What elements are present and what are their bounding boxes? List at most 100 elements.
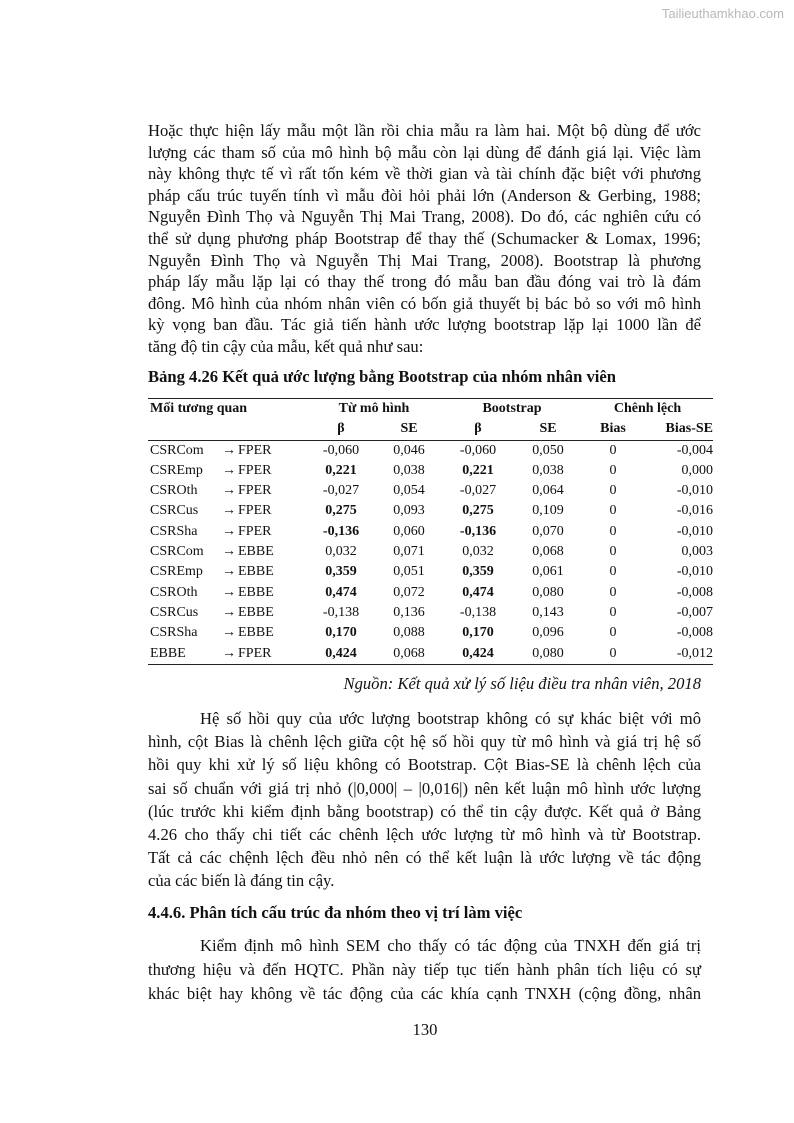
cell-to: FPER <box>238 483 272 499</box>
subheader-se-model: SE <box>376 419 442 441</box>
text-line: kỳ vọng ban đầu. Tác giả tiến hành ước l… <box>148 315 701 335</box>
cell-from: CSROth <box>150 584 198 600</box>
cell-to: EBBE <box>238 625 274 641</box>
header-relationship: Mối tương quan <box>148 398 306 420</box>
table-row: CSRCom → EBBE 0,032 0,071 0,032 0,068 0 0,003 <box>148 542 713 562</box>
cell-bias: 0 <box>609 604 617 620</box>
cell-beta-model: 0,221 <box>325 462 357 478</box>
cell-bias-se: -0,008 <box>676 625 713 641</box>
page-number: 130 <box>412 1020 438 1039</box>
cell-bias: 0 <box>609 584 617 600</box>
cell-bias-se: -0,010 <box>676 564 713 580</box>
text-line: đông. Mô hình của nhóm nhân viên có bốn … <box>148 293 701 313</box>
cell-beta-boot: -0,138 <box>459 604 497 620</box>
arrow-icon: → <box>222 523 236 539</box>
table-row: EBBE → FPER 0,424 0,068 0,424 0,080 0 -0,012 <box>148 643 713 665</box>
text-line: thương hiệu và đến HQTC. Phần này tiếp t… <box>148 960 701 979</box>
arrow-icon: → <box>222 625 236 641</box>
cell-from: CSROth <box>150 483 198 499</box>
cell-bias-se: -0,012 <box>644 643 713 665</box>
text-line: Kiểm định mô hình SEM cho thấy có tác độ… <box>200 936 701 955</box>
paragraph-section: Kiểm định mô hình SEM cho thấy có tác độ… <box>148 934 701 1006</box>
cell-bias-se: 0,000 <box>681 462 714 478</box>
text-line: hình, cột Bias là chênh lệch giữa cột hệ… <box>148 732 701 752</box>
cell-bias: 0 <box>609 564 617 580</box>
text-line: khác biệt hay không về tác động của các … <box>148 984 701 1003</box>
text-line: Hoặc thực hiện lấy mẫu một lần rồi chia … <box>148 121 701 140</box>
cell-bias-se: -0,004 <box>676 442 713 458</box>
text-line: Nguyễn Đình Thọ và Nguyễn Thị Mai Trang,… <box>148 207 701 227</box>
cell-se-model: 0,071 <box>393 544 425 560</box>
text-line: Nguyễn Đình Thọ và Nguyễn Thị Mai Trang,… <box>148 250 701 270</box>
cell-from: CSRCom <box>150 442 204 458</box>
cell-se-model: 0,060 <box>393 523 425 539</box>
cell-from: EBBE <box>148 643 220 665</box>
cell-beta-boot: -0,027 <box>459 483 497 499</box>
cell-beta-boot: 0,474 <box>462 584 494 600</box>
text-line: lượng các tham số của mô hình bộ mẫu còn… <box>148 142 701 162</box>
text-line: hồi quy khi xử lý số liệu không có Boots… <box>148 755 701 775</box>
arrow-icon: → <box>222 564 236 580</box>
table-title: Bảng 4.26 Kết quả ước lượng bằng Bootstr… <box>148 367 616 386</box>
cell-se-boot: 0,050 <box>532 442 564 458</box>
cell-beta-boot: 0,170 <box>462 625 494 641</box>
cell-se-model: 0,054 <box>393 483 425 499</box>
header-model: Từ mô hình <box>306 398 442 420</box>
cell-from: CSRCus <box>150 503 199 519</box>
subheader-bias-se: Bias-SE <box>644 419 713 441</box>
cell-se-boot: 0,038 <box>532 462 564 478</box>
cell-se-boot: 0,070 <box>532 523 564 539</box>
cell-from: CSREmp <box>150 564 203 580</box>
cell-se-model: 0,046 <box>393 442 425 458</box>
cell-bias-se: -0,008 <box>676 584 713 600</box>
section-heading: 4.4.6. Phân tích cấu trúc đa nhóm theo v… <box>148 903 523 922</box>
cell-bias: 0 <box>609 462 617 478</box>
cell-beta-boot: 0,359 <box>462 564 494 580</box>
table-row: CSROth → EBBE 0,474 0,072 0,474 0,080 0 -0,008 <box>148 583 713 603</box>
cell-to: EBBE <box>238 584 274 600</box>
text-line: của các biến là đáng tin cậy. <box>148 871 335 891</box>
cell-from: CSRCus <box>150 604 199 620</box>
cell-bias: 0 <box>609 523 617 539</box>
cell-se-boot: 0,080 <box>532 584 564 600</box>
cell-from: CSRSha <box>150 625 198 641</box>
cell-se-model: 0,136 <box>393 604 425 620</box>
cell-bias-se: 0,003 <box>681 544 714 560</box>
cell-beta-boot: 0,275 <box>462 503 494 519</box>
text-line: này không thực tế vì rất tốn kém về thời… <box>148 164 701 184</box>
header-bootstrap: Bootstrap <box>442 398 582 420</box>
text-line: 4.26 cho thấy chi tiết các chênh lệch ướ… <box>148 824 701 844</box>
table-row: CSRSha → EBBE 0,170 0,088 0,170 0,096 0 -0,008 <box>148 623 713 643</box>
cell-beta-model: -0,060 <box>322 442 360 458</box>
cell-to: EBBE <box>238 544 274 560</box>
arrow-icon: → <box>222 483 236 499</box>
arrow-icon: → <box>222 503 236 519</box>
cell-se-boot: 0,061 <box>532 564 564 580</box>
paragraph-discussion: Hệ số hồi quy của ước lượng bootstrap kh… <box>148 707 701 893</box>
table-row: CSRCom → FPER -0,060 0,046 -0,060 0,050 0 -0,004 <box>148 440 713 461</box>
cell-bias-se: -0,016 <box>676 503 713 519</box>
cell-se-boot: 0,096 <box>532 625 564 641</box>
subheader-bias: Bias <box>582 419 644 441</box>
cell-bias-se: -0,010 <box>676 483 713 499</box>
cell-from: CSREmp <box>150 462 203 478</box>
cell-beta-boot: 0,221 <box>462 462 494 478</box>
cell-bias: 0 <box>609 503 617 519</box>
cell-bias-se: -0,010 <box>676 523 713 539</box>
text-line: thể sử dụng phương pháp Bootstrap để tha… <box>148 228 701 248</box>
cell-to: FPER <box>238 643 306 665</box>
cell-bias: 0 <box>609 483 617 499</box>
paragraph-intro: Hoặc thực hiện lấy mẫu một lần rồi chia … <box>148 120 701 358</box>
cell-beta-model: 0,359 <box>325 564 357 580</box>
table-row: CSRCus → EBBE -0,138 0,136 -0,138 0,143 0 -0,007 <box>148 603 713 623</box>
cell-to: EBBE <box>238 564 274 580</box>
text-line: sai số chuẩn với giá trị nhỏ (|0,000| – … <box>148 778 701 798</box>
cell-from: CSRCom <box>150 544 204 560</box>
text-line: Tất cả các chệnh lệch đều nhỏ nên có thể… <box>148 848 701 868</box>
cell-to: FPER <box>238 523 272 539</box>
cell-to: FPER <box>238 503 272 519</box>
cell-bias-se: -0,007 <box>676 604 713 620</box>
cell-beta-boot: 0,424 <box>442 643 514 665</box>
text-line: tăng độ tin cậy của mẫu, kết quả như sau… <box>148 336 424 356</box>
text-line: pháp lấy mẫu lặp lại có thay thế trong đ… <box>148 272 701 292</box>
